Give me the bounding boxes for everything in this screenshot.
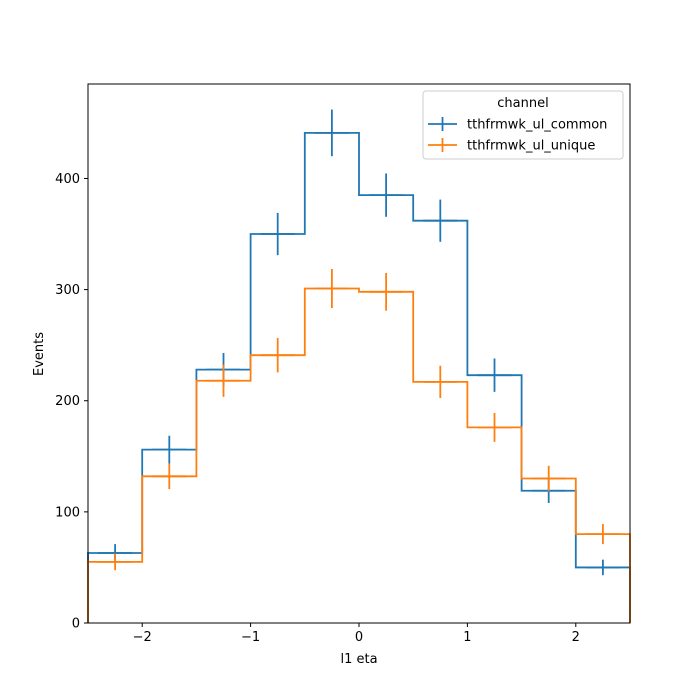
x-axis-ticks: −2 −1 0 1 2	[133, 623, 580, 645]
y-tick-label: 100	[55, 505, 80, 520]
legend-box	[422, 90, 624, 160]
legend-entry: tthfrmwk_ul_unique	[428, 138, 595, 154]
legend-entry: tthfrmwk_ul_common	[428, 117, 607, 133]
legend-title: channel	[497, 96, 548, 111]
y-tick-label: 200	[55, 394, 80, 409]
x-tick-label: 0	[355, 630, 363, 645]
x-axis-label: l1 eta	[340, 652, 377, 667]
x-tick-label: 1	[463, 630, 471, 645]
legend-entries: tthfrmwk_ul_common tthfrmwk_ul_unique	[428, 117, 607, 154]
y-axis-ticks: 0 100 200 300 400	[55, 172, 88, 632]
y-tick-label: 400	[55, 172, 80, 187]
series-tthfrmwk_ul_common	[87, 109, 631, 623]
x-tick-label: −2	[133, 630, 152, 645]
legend-label: tthfrmwk_ul_unique	[467, 139, 595, 154]
y-tick-label: 300	[55, 283, 80, 298]
y-tick-label: 0	[72, 617, 80, 632]
y-axis-label: Events	[32, 332, 47, 376]
x-tick-label: −1	[241, 630, 260, 645]
x-tick-label: 2	[572, 630, 580, 645]
legend: channel tthfrmwk_ul_common tthfrmwk_ul_un…	[422, 90, 624, 160]
step-line	[87, 131, 631, 623]
series-tthfrmwk_ul_unique	[87, 269, 631, 623]
legend-label: tthfrmwk_ul_common	[467, 118, 607, 133]
plot-area	[87, 109, 631, 623]
